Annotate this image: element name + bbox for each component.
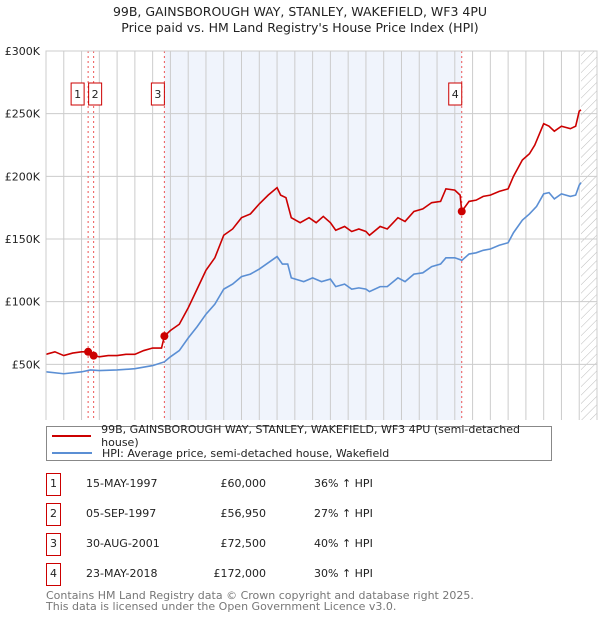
sale-number: 4 [46,563,61,586]
plot-frame [45,50,598,420]
sale-label-box [88,82,103,106]
y-tick-label: £200K [5,170,41,183]
sale-date: 05-SEP-1997 [86,507,157,520]
footer-licence: This data is licensed under the Open Gov… [46,600,397,613]
y-tick-label: £50K [12,358,41,371]
footer-copyright: Contains HM Land Registry data © Crown c… [46,589,474,602]
price-chart: 1995199619971998199920002001200220032004… [5,45,598,420]
sale-number: 1 [46,473,61,496]
sale-hpi-change: 36% ↑ HPI [314,477,373,490]
sale-hpi-change: 30% ↑ HPI [314,567,373,580]
sale-label-box [70,82,85,106]
y-tick-label: £100K [5,296,41,309]
sale-price: £172,000 [213,567,267,580]
y-tick-label: £150K [5,233,41,246]
sale-number: 3 [46,533,61,556]
sale-label: 2 [92,88,99,101]
sale-hpi-change: 27% ↑ HPI [314,507,373,520]
sale-price: £72,500 [220,537,267,550]
forecast-hatch [581,51,597,420]
sale-date: 30-AUG-2001 [86,537,160,550]
sale-point [457,207,466,216]
legend-swatch-blue [52,452,92,454]
sale-number: 2 [46,503,61,526]
chart-title: 99B, GAINSBOROUGH WAY, STANLEY, WAKEFIEL… [112,4,488,19]
price-line [45,109,582,358]
legend-item-hpi: HPI: Average price, semi-detached house,… [47,445,389,461]
sale-hpi-change: 40% ↑ HPI [314,537,373,550]
sale-date: 23-MAY-2018 [86,567,158,580]
sale-price: £60,000 [220,477,267,490]
sale-label: 1 [74,88,81,101]
sale-point [89,351,98,360]
sale-label: 3 [154,88,161,101]
hpi-line [45,182,582,375]
sale-date: 15-MAY-1997 [86,477,158,490]
y-tick-label: £300K [5,45,41,58]
sale-label: 4 [452,88,459,101]
sale-price: £56,950 [220,507,267,520]
legend-label: HPI: Average price, semi-detached house,… [102,446,390,460]
legend-swatch-red [52,435,92,437]
chart-subtitle: Price paid vs. HM Land Registry's House … [121,20,479,35]
legend: 99B, GAINSBOROUGH WAY, STANLEY, WAKEFIEL… [46,423,552,461]
sale-label-box [150,82,165,106]
sale-point [160,332,169,341]
sale-label-box [448,82,463,106]
legend-label: 99B, GAINSBOROUGH WAY, STANLEY, WAKEFIEL… [101,423,520,449]
y-tick-label: £250K [5,108,41,121]
legend-item-price: 99B, GAINSBOROUGH WAY, STANLEY, WAKEFIEL… [47,423,551,449]
